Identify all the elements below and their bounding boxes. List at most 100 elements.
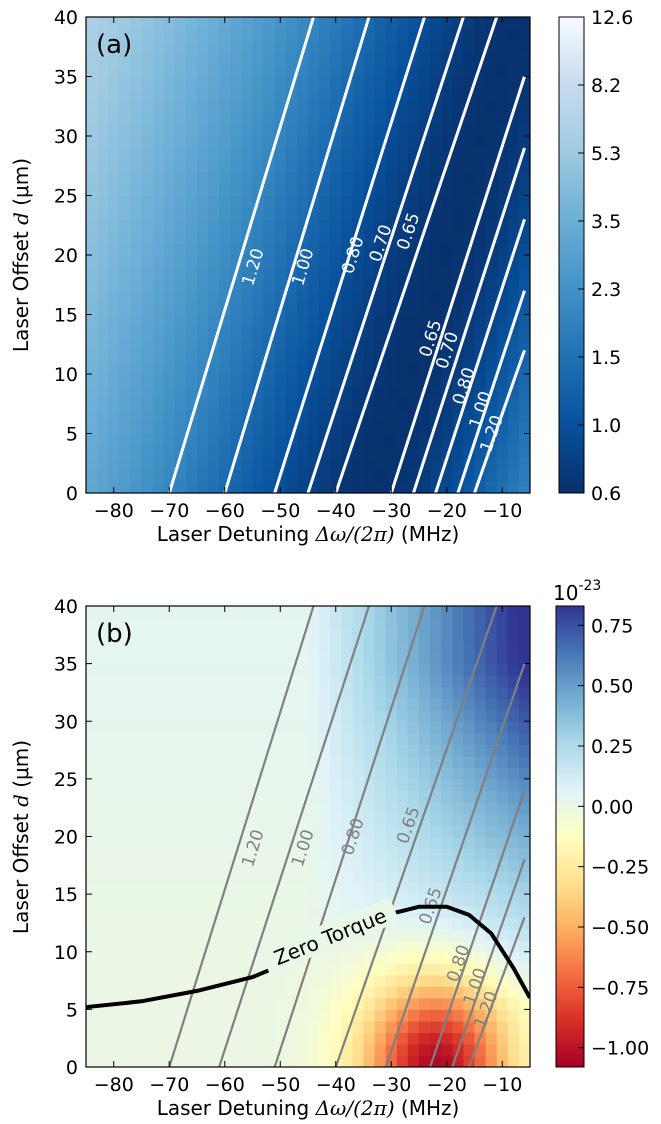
heatmap-cell xyxy=(219,255,231,268)
heatmap-cell xyxy=(252,219,265,232)
heatmap-cell xyxy=(441,801,453,815)
heatmap-cell xyxy=(86,40,98,54)
heatmap-cell xyxy=(385,195,398,208)
heatmap-cell xyxy=(152,219,165,232)
heatmap-cell xyxy=(141,640,154,653)
heatmap-cell xyxy=(108,136,120,149)
heatmap-cell xyxy=(496,744,509,757)
heatmap-cell xyxy=(518,882,530,895)
heatmap-cell xyxy=(474,732,487,745)
heatmap-cell xyxy=(241,183,254,197)
heatmap-cell xyxy=(507,652,520,665)
heatmap-cell xyxy=(419,17,431,30)
heatmap-cell xyxy=(208,767,220,780)
heatmap-cell xyxy=(108,433,120,446)
heatmap-cell xyxy=(407,136,420,149)
heatmap-cell xyxy=(108,951,120,964)
heatmap-cell xyxy=(474,159,487,173)
heatmap-cell xyxy=(319,709,331,722)
heatmap-cell xyxy=(374,813,387,826)
heatmap-cell xyxy=(308,76,320,89)
heatmap-cell xyxy=(86,951,98,964)
heatmap-cell xyxy=(319,848,331,861)
heatmap-cell xyxy=(285,882,298,895)
heatmap-cell xyxy=(463,76,476,89)
heatmap-cell xyxy=(419,813,431,826)
heatmap-cell xyxy=(241,243,254,256)
heatmap-cell xyxy=(352,1032,365,1045)
heatmap-cell xyxy=(385,882,398,895)
heatmap-cell xyxy=(241,767,254,780)
heatmap-cell xyxy=(230,709,242,722)
heatmap-cell xyxy=(407,100,420,113)
heatmap-cell xyxy=(485,848,498,861)
heatmap-cell xyxy=(174,314,187,327)
heatmap-cell xyxy=(396,64,409,78)
heatmap-cell xyxy=(119,457,131,470)
heatmap-cell xyxy=(174,755,187,768)
heatmap-cell xyxy=(341,617,353,630)
y-tick-label: 40 xyxy=(54,596,78,618)
heatmap-cell xyxy=(274,974,287,987)
heatmap-cell xyxy=(108,28,120,42)
heatmap-cell xyxy=(518,314,530,327)
heatmap-cell xyxy=(496,433,509,446)
heatmap-cell xyxy=(163,824,176,838)
heatmap-cell xyxy=(185,928,198,941)
heatmap-cell xyxy=(319,219,331,232)
heatmap-cell xyxy=(97,350,109,363)
heatmap-cell xyxy=(119,940,131,953)
y-tick-label: 20 xyxy=(54,827,78,849)
heatmap-cell xyxy=(374,314,387,327)
heatmap-cell xyxy=(352,350,365,363)
heatmap-cell xyxy=(330,469,342,482)
heatmap-cell xyxy=(341,698,353,711)
heatmap-cell xyxy=(452,207,464,220)
heatmap-cell xyxy=(296,732,309,745)
heatmap-cell xyxy=(108,231,120,244)
heatmap-cell xyxy=(208,652,220,665)
heatmap-cell xyxy=(352,744,365,757)
heatmap-cell xyxy=(185,813,198,826)
heatmap-cell xyxy=(374,617,387,630)
heatmap-cell xyxy=(252,40,265,54)
heatmap-cell xyxy=(274,231,287,244)
heatmap-cell xyxy=(485,433,498,446)
heatmap-cell xyxy=(86,928,98,941)
heatmap-cell xyxy=(430,940,442,953)
heatmap-cell xyxy=(296,836,309,849)
heatmap-cell xyxy=(385,744,398,757)
heatmap-cell xyxy=(86,963,98,976)
heatmap-cell xyxy=(441,905,453,918)
heatmap-cell xyxy=(219,905,231,918)
heatmap-cell xyxy=(197,675,209,688)
heatmap-cell xyxy=(130,338,143,351)
heatmap-cell xyxy=(296,290,309,304)
heatmap-cell xyxy=(407,338,420,351)
heatmap-cell xyxy=(152,767,165,780)
panel-a-label: (a) xyxy=(96,30,132,60)
colorbar-tick-label: −0.75 xyxy=(591,977,649,999)
heatmap-cell xyxy=(463,905,476,918)
heatmap-cell xyxy=(141,326,154,339)
heatmap-cell xyxy=(185,882,198,895)
heatmap-cell xyxy=(86,917,98,930)
heatmap-cell xyxy=(219,207,231,220)
heatmap-cell xyxy=(518,1055,530,1067)
heatmap-cell xyxy=(130,836,143,849)
heatmap-cell xyxy=(86,409,98,423)
heatmap-cell xyxy=(97,744,109,757)
heatmap-cell xyxy=(152,1009,165,1022)
heatmap-cell xyxy=(308,421,320,435)
heatmap-cell xyxy=(230,1043,242,1057)
heatmap-cell xyxy=(330,905,342,918)
heatmap-cell xyxy=(97,243,109,256)
heatmap-cell xyxy=(419,675,431,688)
heatmap-cell xyxy=(241,617,254,630)
heatmap-cell xyxy=(296,100,309,113)
heatmap-cell xyxy=(308,675,320,688)
heatmap-cell xyxy=(185,663,198,676)
heatmap-cell xyxy=(407,314,420,327)
heatmap-cell xyxy=(308,986,320,999)
heatmap-cell xyxy=(396,824,409,838)
